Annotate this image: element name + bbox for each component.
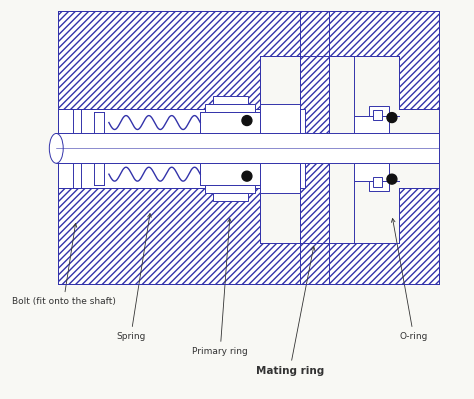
Circle shape: [387, 174, 397, 184]
Bar: [260, 163, 300, 193]
Bar: [213, 96, 248, 104]
Bar: [58, 163, 81, 188]
Polygon shape: [58, 188, 300, 284]
Polygon shape: [300, 11, 438, 109]
Bar: [200, 163, 260, 185]
Polygon shape: [58, 11, 300, 109]
Text: Mating ring: Mating ring: [255, 246, 324, 376]
Polygon shape: [300, 188, 438, 284]
Text: Primary ring: Primary ring: [192, 219, 248, 356]
Polygon shape: [300, 11, 329, 133]
Bar: [58, 109, 304, 133]
Bar: [354, 163, 389, 181]
Circle shape: [242, 171, 252, 181]
Bar: [200, 112, 260, 133]
Circle shape: [242, 116, 252, 126]
Bar: [373, 110, 382, 120]
Bar: [58, 109, 81, 133]
Bar: [354, 116, 389, 133]
Bar: [205, 185, 255, 193]
Circle shape: [387, 113, 397, 122]
Text: Bolt (fit onto the shaft): Bolt (fit onto the shaft): [11, 223, 116, 306]
Bar: [373, 177, 382, 187]
Bar: [213, 193, 248, 201]
Bar: [58, 163, 304, 188]
Bar: [260, 104, 300, 133]
Polygon shape: [300, 163, 329, 284]
Bar: [205, 104, 255, 112]
Bar: [56, 133, 438, 163]
Bar: [369, 181, 389, 191]
Ellipse shape: [49, 133, 63, 163]
Bar: [369, 106, 389, 116]
Text: Spring: Spring: [116, 213, 151, 341]
Text: O-ring: O-ring: [392, 219, 428, 341]
